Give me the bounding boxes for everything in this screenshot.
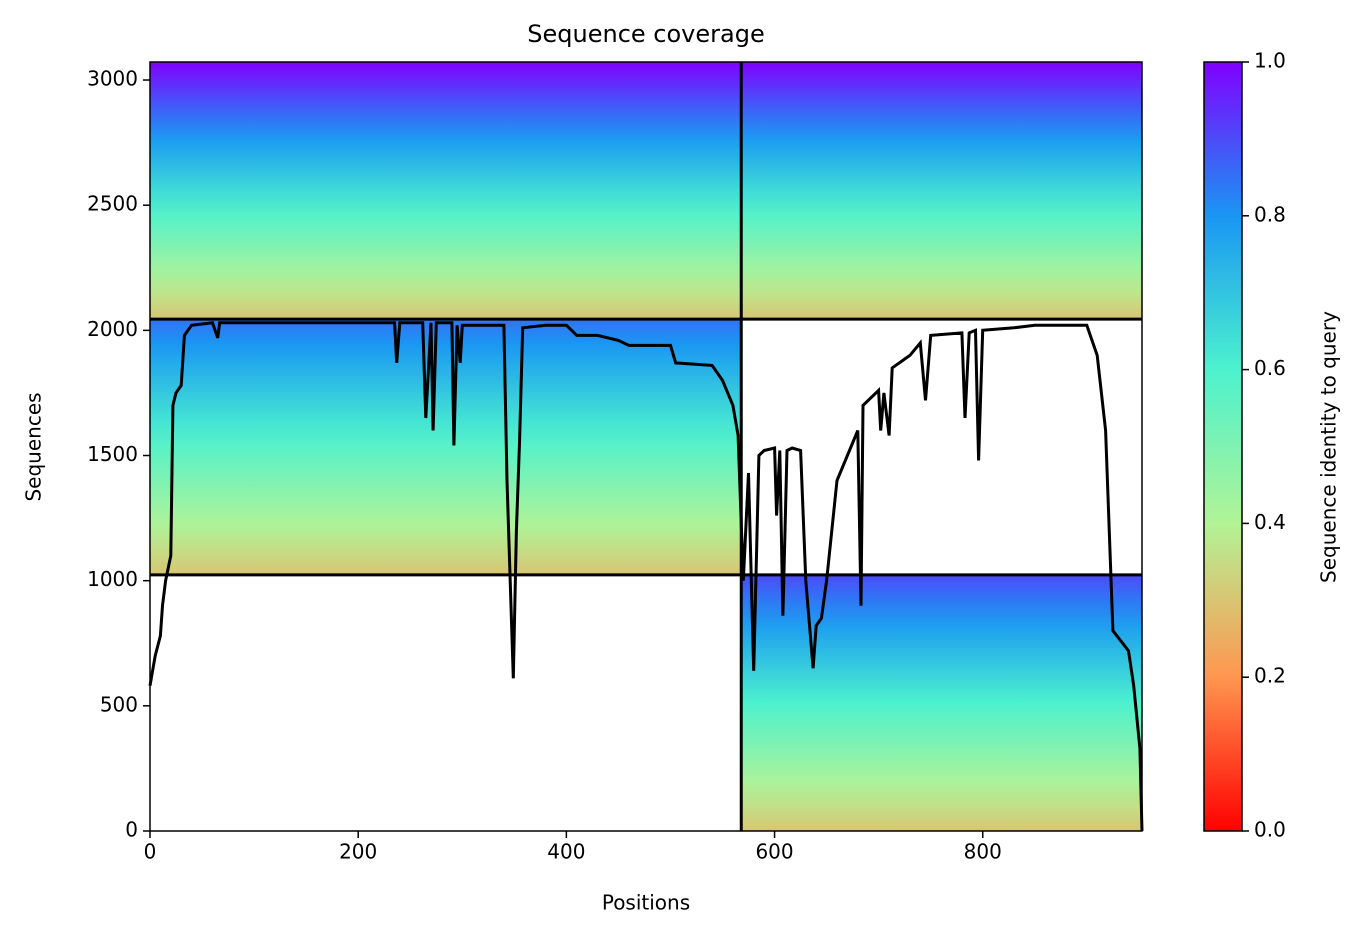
- plot-frame: [149, 61, 1143, 832]
- x-tick-label: 600: [755, 840, 793, 864]
- y-tick-label: 2000: [87, 317, 138, 341]
- colorbar-tick-label: 0.2: [1254, 664, 1286, 688]
- msa-block: [741, 574, 1142, 831]
- x-tick-label: 800: [964, 840, 1002, 864]
- y-tick-label: 1500: [87, 442, 138, 466]
- colorbar-label: Sequence identity to query: [1317, 311, 1341, 583]
- y-tick-label: 2500: [87, 192, 138, 216]
- msa-block: [741, 62, 1142, 320]
- y-tick-label: 3000: [87, 67, 138, 91]
- coverage-line: [148, 321, 1144, 832]
- chart-title: Sequence coverage: [527, 20, 764, 48]
- msa-block: [150, 62, 742, 320]
- x-axis-label: Positions: [602, 891, 690, 915]
- y-axis-label: Sequences: [22, 392, 46, 501]
- y-tick-label: 1000: [87, 567, 138, 591]
- x-tick-label: 200: [339, 840, 377, 864]
- colorbar: [1203, 61, 1243, 832]
- colorbar-tick-label: 0.6: [1254, 356, 1286, 380]
- y-tick-label: 500: [100, 692, 138, 716]
- colorbar-tick-label: 0.4: [1254, 510, 1286, 534]
- msa-block: [150, 319, 742, 575]
- colorbar-tick-label: 0.8: [1254, 202, 1286, 226]
- colorbar-tick-label: 0.0: [1254, 818, 1286, 842]
- x-tick-label: 400: [547, 840, 585, 864]
- y-tick-label: 0: [125, 818, 138, 842]
- colorbar-tick-label: 1.0: [1254, 49, 1286, 73]
- x-tick-label: 0: [144, 840, 157, 864]
